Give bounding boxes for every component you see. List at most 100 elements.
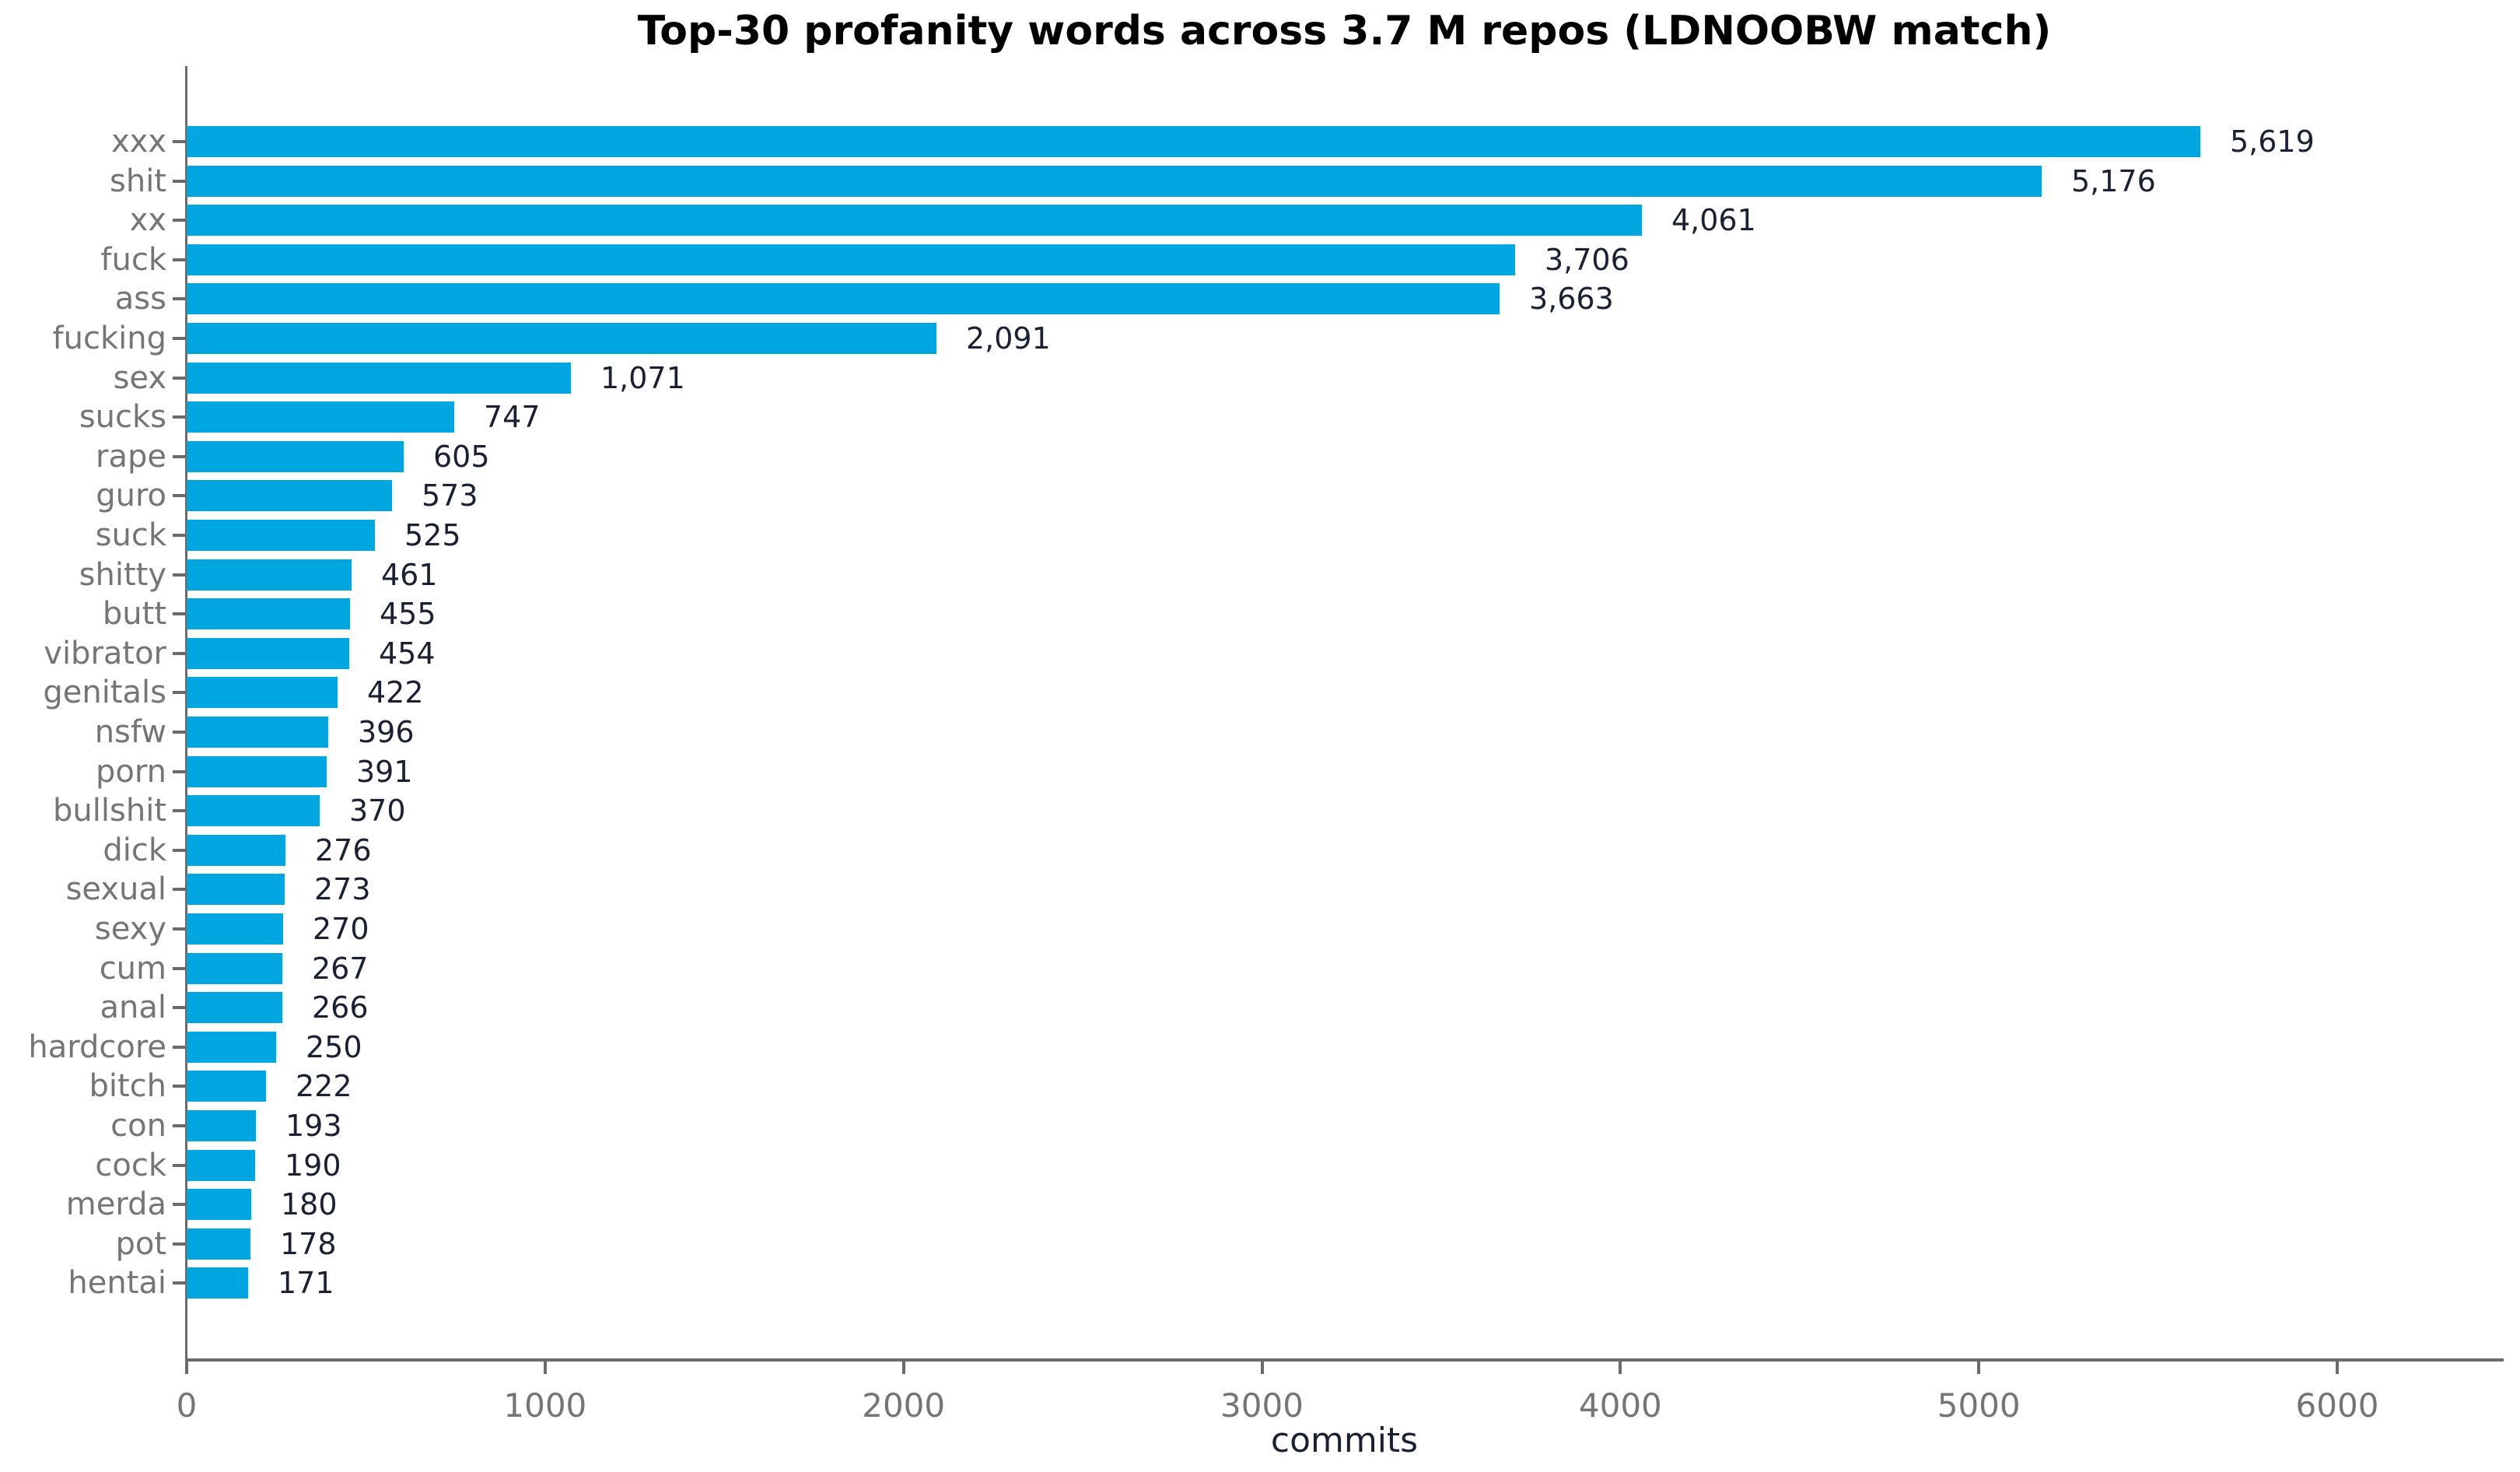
bar xyxy=(187,1110,256,1141)
y-tick-mark xyxy=(173,731,185,734)
bar xyxy=(187,401,454,433)
x-tick-label: 2000 xyxy=(862,1386,946,1425)
bar-value-label: 276 xyxy=(315,832,372,867)
category-label: butt xyxy=(102,596,166,633)
category-label: hardcore xyxy=(28,1029,166,1065)
x-tick-mark xyxy=(543,1362,547,1374)
x-tick-label: 1000 xyxy=(503,1386,587,1425)
x-axis-title: commits xyxy=(1270,1421,1419,1460)
category-label: fuck xyxy=(100,241,166,278)
x-tick-mark xyxy=(1260,1362,1264,1374)
category-label: guro xyxy=(96,478,166,514)
x-tick-label: 3000 xyxy=(1220,1386,1304,1425)
category-label: shitty xyxy=(79,556,166,593)
bar xyxy=(187,1189,251,1221)
bar-value-label: 1,071 xyxy=(600,360,685,395)
y-tick-mark xyxy=(173,219,185,223)
category-label: bitch xyxy=(89,1068,166,1105)
x-axis-spine xyxy=(185,1358,2504,1362)
bar-value-label: 2,091 xyxy=(966,321,1051,356)
category-label: merda xyxy=(65,1186,166,1223)
y-tick-mark xyxy=(173,966,185,970)
bar-value-label: 391 xyxy=(356,754,413,789)
bar-value-label: 180 xyxy=(281,1187,338,1222)
y-tick-mark xyxy=(173,140,185,143)
bar-value-label: 525 xyxy=(404,518,461,552)
bar xyxy=(187,440,404,472)
x-tick-label: 5000 xyxy=(1937,1386,2021,1425)
x-tick-mark xyxy=(185,1362,188,1374)
category-label: rape xyxy=(96,438,166,475)
category-label: suck xyxy=(95,517,166,553)
bar-value-label: 3,706 xyxy=(1545,242,1629,277)
bar-value-label: 267 xyxy=(312,951,369,986)
y-tick-mark xyxy=(173,1163,185,1167)
category-label: fucking xyxy=(52,321,166,356)
y-tick-mark xyxy=(173,651,185,655)
category-label: hentai xyxy=(68,1265,166,1302)
bar xyxy=(187,795,320,827)
bar xyxy=(187,637,349,669)
y-tick-mark xyxy=(173,888,185,892)
bar xyxy=(187,520,375,551)
y-tick-mark xyxy=(173,179,185,183)
bar-value-label: 747 xyxy=(484,400,541,435)
category-label: sexy xyxy=(94,911,166,947)
bar xyxy=(187,1228,250,1260)
bar xyxy=(187,992,282,1024)
x-tick-mark xyxy=(901,1362,905,1374)
y-tick-mark xyxy=(173,454,185,458)
y-tick-mark xyxy=(173,809,185,813)
bar xyxy=(187,717,328,748)
bar-value-label: 273 xyxy=(314,872,371,907)
bar xyxy=(187,362,571,394)
y-tick-mark xyxy=(173,376,185,380)
bar-value-label: 193 xyxy=(285,1109,342,1143)
bar-value-label: 222 xyxy=(296,1069,352,1104)
y-tick-mark xyxy=(173,1281,185,1285)
category-label: genitals xyxy=(43,675,166,711)
y-tick-mark xyxy=(173,573,185,577)
category-label: sucks xyxy=(79,399,166,436)
bar-value-label: 171 xyxy=(278,1266,334,1301)
y-axis-spine xyxy=(185,66,187,1361)
category-label: sex xyxy=(113,359,166,396)
bar xyxy=(187,283,1500,315)
bar-value-label: 178 xyxy=(280,1226,337,1261)
bar xyxy=(187,598,350,630)
y-tick-mark xyxy=(173,1006,185,1010)
bar xyxy=(187,755,327,787)
category-label: sexual xyxy=(65,871,166,908)
chart-title: Top-30 profanity words across 3.7 M repo… xyxy=(637,8,2052,54)
bar xyxy=(187,874,285,906)
bar xyxy=(187,559,352,591)
bar xyxy=(187,165,2042,197)
bar-value-label: 370 xyxy=(349,794,406,829)
bar-value-label: 3,663 xyxy=(1529,282,1614,317)
bar xyxy=(187,1031,276,1063)
bar-value-label: 573 xyxy=(422,478,478,513)
bar-value-label: 250 xyxy=(306,1029,362,1064)
bar xyxy=(187,480,392,512)
y-tick-mark xyxy=(173,612,185,616)
y-tick-mark xyxy=(173,337,185,340)
bar-value-label: 396 xyxy=(358,715,415,749)
bar-value-label: 461 xyxy=(381,557,438,592)
y-tick-mark xyxy=(173,1203,185,1207)
category-label: xxx xyxy=(110,124,166,159)
y-tick-mark xyxy=(173,1124,185,1127)
y-tick-mark xyxy=(173,258,185,261)
y-tick-mark xyxy=(173,1085,185,1088)
category-label: cock xyxy=(95,1147,166,1183)
bar xyxy=(187,677,338,709)
bar-value-label: 266 xyxy=(312,990,369,1025)
bar xyxy=(187,1267,248,1299)
bar xyxy=(187,952,282,984)
y-tick-mark xyxy=(173,297,185,301)
y-tick-mark xyxy=(173,691,185,695)
bar xyxy=(187,244,1515,275)
x-tick-label: 0 xyxy=(176,1386,198,1425)
bar-value-label: 605 xyxy=(433,439,490,474)
category-label: xx xyxy=(129,202,166,239)
